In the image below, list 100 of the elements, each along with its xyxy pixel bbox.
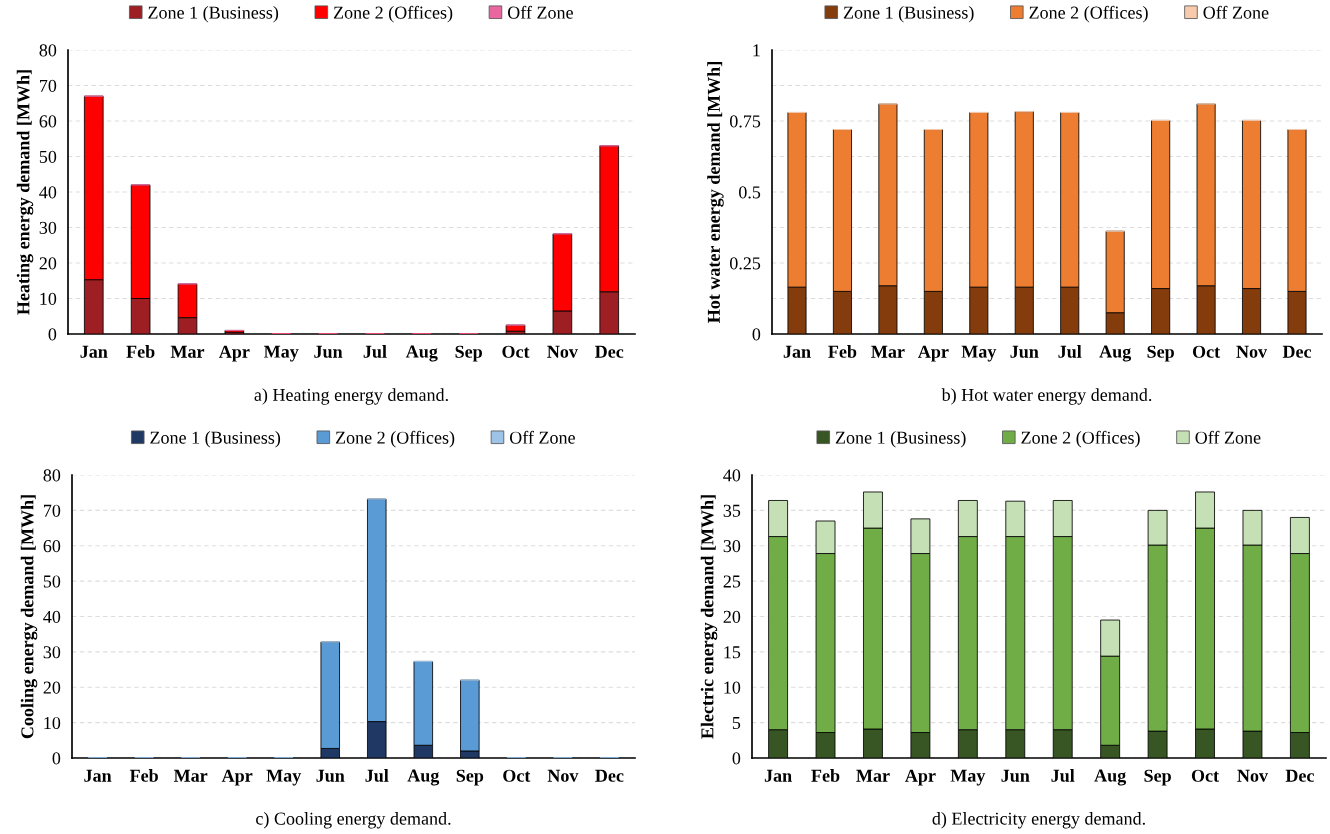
x-tick-label: Feb (828, 345, 857, 358)
text: b) Hot water energy demand. (941, 388, 1152, 405)
x-tick-label: Mar (871, 345, 905, 358)
x-tick-label: Jul (1058, 345, 1082, 358)
x-tick-label: Jun (1010, 345, 1039, 358)
x-tick-label: Nov (547, 769, 579, 782)
x-tick-label: Dec (1282, 345, 1312, 358)
x-tick-label: Jun (316, 769, 345, 782)
y-tick-label: 5 (732, 717, 741, 730)
x-tick-label: Apr (218, 345, 250, 362)
legend-label: Zone 1 (Business) (835, 431, 966, 448)
x-tick-label: Jun (1001, 769, 1030, 782)
legend-label: Off Zone (1203, 5, 1269, 19)
y-axis-title: Heating energy demand [MWh] (16, 70, 34, 315)
x-tick-label: Sep (1147, 345, 1174, 362)
y-tick-label: 20 (43, 681, 61, 694)
y-tick-label: 40 (39, 186, 57, 199)
legend-label: Zone 2 (Offices) (1021, 430, 1140, 448)
x-tick-label: Jan (84, 769, 112, 782)
x-tick-label: Sep (456, 769, 484, 786)
y-tick-label: 0 (48, 328, 57, 341)
y-tick-label: 0.25 (729, 257, 761, 270)
x-tick-label: Mar (856, 769, 890, 782)
y-tick-label: 20 (723, 610, 741, 623)
x-tick-label: May (950, 769, 986, 786)
legend-label: Off Zone (509, 430, 575, 444)
x-tick-label: Jan (80, 345, 108, 358)
y-axis-title: Hot water energy demand [MWh] (707, 62, 724, 323)
text: a) Heating energy demand. (254, 388, 448, 405)
x-tick-label: Apr (917, 345, 949, 362)
x-tick-label: Jun (314, 345, 343, 358)
y-tick-label: 30 (43, 646, 61, 659)
x-tick-label: Dec (595, 769, 624, 782)
x-tick-label: Aug (1094, 769, 1127, 786)
y-tick-label: 20 (39, 257, 57, 270)
x-tick-label: Mar (173, 769, 208, 782)
y-tick-label: 35 (723, 504, 741, 517)
legend-label: Zone 2 (Offices) (1029, 5, 1148, 23)
y-tick-label: 0 (52, 752, 61, 765)
y-axis-title: Cooling energy demand [MWh] (20, 495, 38, 739)
y-tick-label: 60 (43, 540, 61, 553)
y-tick-label: 30 (39, 221, 57, 234)
x-tick-label: Nov (547, 345, 578, 358)
y-tick-label: 15 (724, 646, 741, 659)
y-tick-label: 0.75 (729, 115, 761, 128)
x-tick-label: Apr (905, 769, 936, 786)
y-tick-label: 1 (753, 44, 760, 57)
x-tick-label: May (263, 345, 299, 362)
y-tick-label: 0 (752, 328, 761, 341)
y-tick-label: 0 (732, 752, 741, 765)
x-tick-label: Mar (170, 345, 205, 358)
legend-label: Zone 1 (Business) (150, 431, 281, 448)
legend-label: Zone 2 (Offices) (333, 5, 453, 23)
y-tick-label: 80 (43, 469, 61, 482)
legend-label: Zone 1 (Business) (148, 6, 279, 23)
x-tick-label: Feb (126, 345, 155, 358)
y-tick-label: 10 (44, 716, 61, 730)
y-tick-label: 40 (723, 469, 741, 482)
x-tick-label: May (961, 345, 997, 362)
y-tick-label: 10 (724, 681, 741, 694)
legend-label: Off Zone (1195, 430, 1261, 444)
y-tick-label: 60 (39, 115, 57, 128)
x-tick-label: Jul (363, 345, 387, 358)
x-tick-label: Aug (407, 769, 440, 786)
y-tick-label: 30 (723, 540, 741, 553)
y-tick-label: 0.5 (739, 186, 761, 199)
y-tick-label: 80 (39, 44, 57, 57)
x-tick-label: Sep (1144, 769, 1171, 786)
x-tick-label: Feb (129, 769, 158, 782)
x-tick-label: Oct (1192, 345, 1221, 358)
x-tick-label: Sep (455, 345, 482, 362)
x-tick-label: Oct (1191, 769, 1219, 782)
legend-label: Zone 1 (Business) (843, 6, 974, 23)
y-tick-label: 50 (39, 150, 57, 163)
y-tick-label: 40 (43, 610, 61, 623)
x-tick-label: Aug (1099, 345, 1132, 362)
y-tick-label: 70 (40, 79, 57, 92)
x-tick-label: Aug (405, 345, 438, 362)
y-tick-label: 70 (44, 504, 61, 517)
y-axis-title: Electric energy demand [MWh] (700, 495, 718, 739)
x-tick-label: Dec (1285, 769, 1314, 782)
x-tick-label: Jul (1051, 769, 1075, 782)
legend-label: Zone 2 (Offices) (335, 430, 455, 448)
x-tick-label: Nov (1237, 769, 1269, 782)
x-tick-label: Apr (221, 769, 253, 786)
text: d) Electricity energy demand. (932, 812, 1145, 829)
y-tick-label: 50 (43, 575, 61, 588)
x-tick-label: Jul (365, 769, 389, 782)
x-tick-label: Dec (595, 345, 624, 358)
x-tick-label: Nov (1236, 345, 1268, 358)
x-tick-label: Oct (502, 345, 530, 358)
x-tick-label: Oct (503, 769, 531, 782)
x-tick-label: Feb (811, 769, 840, 782)
x-tick-label: Jan (764, 769, 792, 782)
x-tick-label: Jan (783, 345, 811, 358)
y-tick-label: 10 (40, 292, 57, 305)
y-tick-label: 25 (723, 575, 741, 588)
x-tick-label: May (266, 769, 302, 786)
legend-label: Off Zone (507, 5, 573, 19)
text: c) Cooling energy demand. (256, 812, 451, 829)
